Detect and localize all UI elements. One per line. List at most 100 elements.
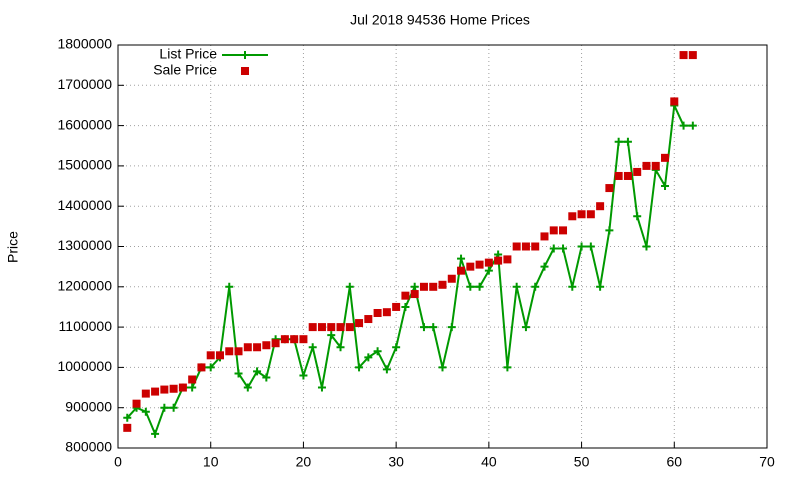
chart-title: Jul 2018 94536 Home Prices — [350, 12, 530, 28]
data-point — [623, 137, 632, 146]
data-point — [141, 407, 150, 416]
data-point — [280, 335, 289, 344]
data-point — [586, 210, 595, 219]
y-tick-label: 1000000 — [57, 358, 112, 374]
y-tick-label: 1500000 — [57, 157, 112, 173]
data-point — [178, 383, 187, 392]
data-point — [308, 343, 317, 352]
data-point — [160, 385, 169, 394]
x-tick-label: 10 — [203, 454, 219, 470]
data-point — [392, 343, 401, 352]
data-point — [336, 343, 345, 352]
data-point — [521, 242, 530, 251]
x-tick-label: 30 — [388, 454, 404, 470]
data-point — [345, 282, 354, 291]
data-point — [419, 282, 428, 291]
data-point — [419, 323, 428, 332]
data-point — [596, 282, 605, 291]
data-point — [586, 242, 595, 251]
data-point — [327, 331, 336, 340]
data-point — [642, 161, 651, 170]
y-tick-label: 900000 — [65, 398, 112, 414]
data-point — [373, 347, 382, 356]
data-point — [225, 282, 234, 291]
y-tick-label: 1100000 — [59, 318, 113, 334]
data-point — [215, 351, 224, 360]
y-tick-label: 1600000 — [57, 116, 112, 132]
data-point — [475, 282, 484, 291]
data-point — [540, 232, 549, 241]
data-point — [661, 182, 670, 191]
data-point — [670, 97, 679, 106]
data-point — [271, 339, 280, 348]
data-point — [317, 383, 326, 392]
data-point — [141, 389, 150, 398]
data-point — [512, 242, 521, 251]
data-point — [225, 347, 234, 356]
data-point — [197, 363, 206, 372]
data-point — [290, 335, 299, 344]
data-point — [382, 365, 391, 374]
plot-frame — [117, 44, 768, 449]
legend-label: Sale Price — [153, 62, 217, 78]
data-point — [494, 256, 503, 265]
data-point — [132, 399, 141, 408]
data-point — [614, 137, 623, 146]
data-point — [466, 282, 475, 291]
data-point — [484, 266, 493, 275]
data-point — [466, 262, 475, 271]
x-tick-label: 60 — [666, 454, 682, 470]
data-point — [549, 226, 558, 235]
data-point — [549, 244, 558, 253]
data-point — [596, 202, 605, 211]
data-point — [401, 291, 410, 300]
legend-marker — [241, 51, 249, 59]
data-point — [438, 280, 447, 289]
data-point — [392, 302, 401, 311]
data-point — [577, 210, 586, 219]
data-point — [169, 403, 178, 412]
data-point — [623, 171, 632, 180]
data-point — [253, 343, 262, 352]
data-point — [188, 375, 197, 384]
data-point — [151, 429, 160, 438]
y-tick-label: 1200000 — [57, 278, 112, 294]
data-point — [642, 242, 651, 251]
data-point — [512, 282, 521, 291]
data-point — [206, 351, 215, 360]
data-point — [577, 242, 586, 251]
data-point — [355, 319, 364, 328]
data-point — [688, 51, 697, 60]
data-point — [679, 51, 688, 60]
data-point — [521, 323, 530, 332]
x-tick-label: 40 — [481, 454, 497, 470]
data-point — [457, 254, 466, 263]
y-tick-label: 1700000 — [57, 76, 112, 92]
x-tick-label: 0 — [114, 454, 122, 470]
y-axis-label: Price — [5, 231, 21, 263]
data-point — [234, 347, 243, 356]
data-point — [364, 353, 373, 362]
data-point — [253, 367, 262, 376]
legend-marker — [241, 67, 249, 75]
data-point — [299, 335, 308, 344]
data-point — [614, 171, 623, 180]
data-point — [410, 290, 419, 299]
data-point — [503, 363, 512, 372]
data-point — [531, 282, 540, 291]
data-point — [243, 383, 252, 392]
data-point — [299, 371, 308, 380]
data-point — [317, 323, 326, 332]
data-point — [123, 423, 132, 432]
data-point — [679, 121, 688, 130]
data-point — [410, 282, 419, 291]
data-point — [457, 266, 466, 275]
data-point — [327, 323, 336, 332]
data-point — [605, 184, 614, 193]
data-point — [160, 403, 169, 412]
data-point — [447, 323, 456, 332]
y-tick-label: 800000 — [65, 439, 112, 455]
data-point — [568, 282, 577, 291]
y-tick-label: 1800000 — [57, 36, 112, 52]
